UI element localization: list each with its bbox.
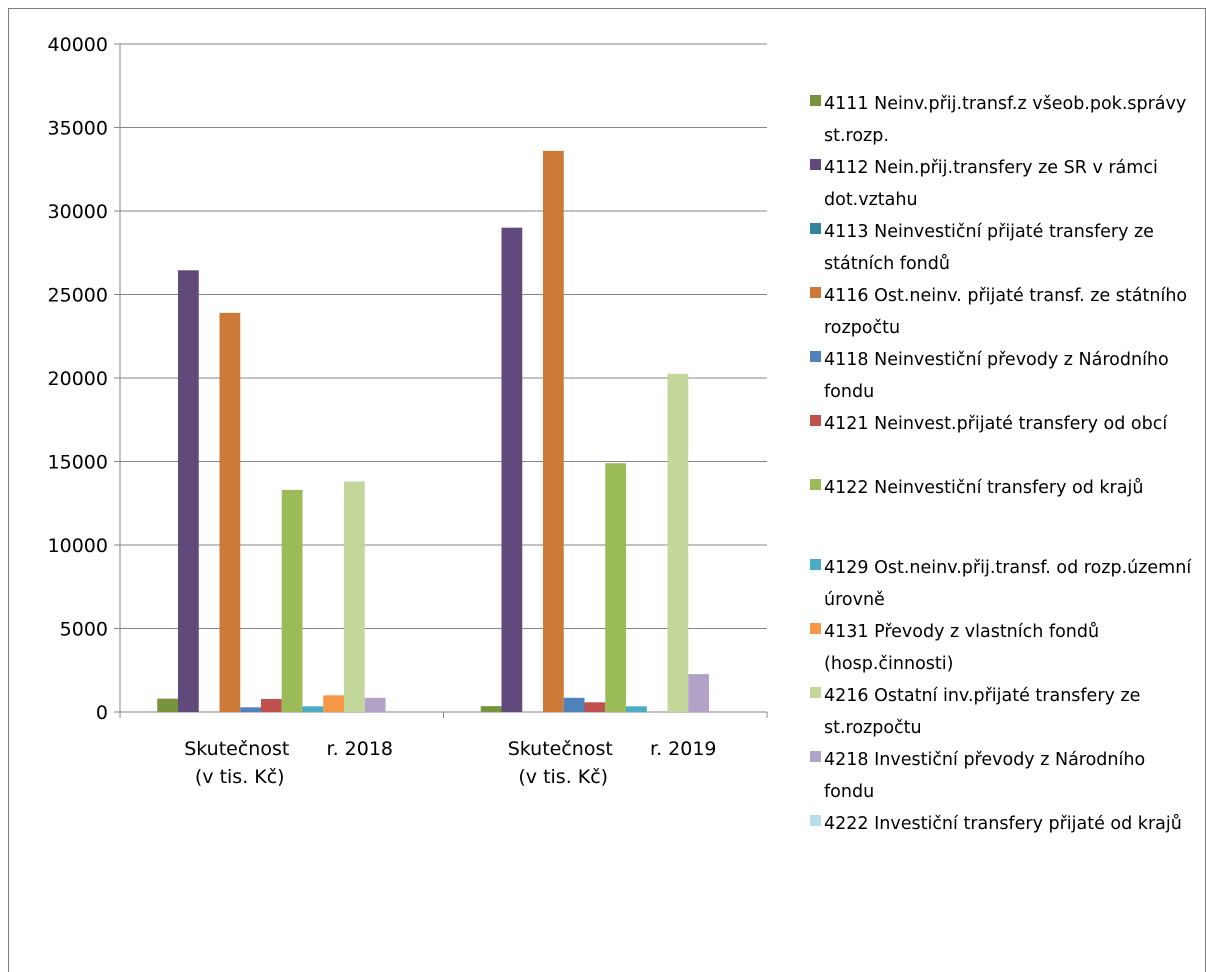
legend-swatch [810, 687, 821, 698]
bar [605, 463, 626, 712]
bar [323, 695, 344, 712]
bar [261, 698, 282, 712]
legend-label: 4218 Investiční převody z Národního fond… [824, 750, 1146, 802]
y-tick-label: 5000 [60, 619, 108, 641]
category-label: r. 2018 [327, 738, 394, 760]
legend-label: 4113 Neinvestiční přijaté transfery ze s… [824, 222, 1154, 274]
legend-label: 4112 Nein.přij.transfery ze SR v rámci d… [824, 158, 1158, 210]
y-tick-label: 25000 [48, 285, 108, 307]
legend-label: 4129 Ost.neinv.přij.transf. od rozp.územ… [824, 558, 1192, 610]
bar [364, 697, 386, 712]
category-label: r. 2019 [650, 738, 717, 760]
bar [667, 373, 689, 712]
bar [480, 706, 502, 712]
y-tick-label: 15000 [48, 452, 108, 474]
bar [584, 702, 606, 712]
bar-chart: 0 5000 10000 15000 20000 25000 30000 35000 40000… [48, 34, 768, 788]
bar [344, 481, 365, 712]
legend-label: 4131 Převody z vlastních fondů (hosp.čin… [824, 622, 1100, 674]
legend-swatch [810, 95, 821, 106]
legend-swatch [810, 623, 821, 634]
legend-swatch [810, 751, 821, 762]
category-label: (v tis. Kč) [195, 766, 285, 788]
bar [688, 674, 709, 712]
y-tick-label: 30000 [48, 201, 108, 223]
category-label: (v tis. Kč) [518, 766, 608, 788]
legend-swatch [810, 815, 821, 826]
bar [240, 707, 261, 712]
y-tick-label: 35000 [48, 118, 108, 140]
bar [178, 270, 199, 712]
legend-label: 4118 Neinvestiční převody z Národního fo… [824, 350, 1169, 402]
category-label: Skutečnost [184, 738, 289, 760]
bar [501, 227, 523, 712]
legend-label: 4111 Neinv.přij.transf.z všeob.pok.správ… [824, 94, 1187, 146]
bar [157, 698, 178, 712]
legend-label: 4222 Investiční transfery přijaté od kra… [824, 814, 1182, 834]
legend-label: 4216 Ostatní inv.přijaté transfery ze st… [824, 686, 1141, 738]
y-tick-label: 20000 [48, 368, 108, 390]
legend-label: 4122 Neinvestiční transfery od krajů [824, 478, 1144, 498]
legend-swatch [810, 351, 821, 362]
legend-swatch [810, 559, 821, 570]
category-label: Skutečnost [508, 738, 613, 760]
legend-swatch [810, 415, 821, 426]
bar [219, 312, 241, 712]
y-tick-label: 0 [96, 702, 108, 724]
bar [281, 489, 303, 712]
bar [563, 697, 585, 712]
bar [302, 706, 324, 712]
bar [626, 706, 647, 712]
legend-swatch [810, 159, 821, 170]
bar [543, 150, 564, 712]
legend-label: 4121 Neinvest.přijaté transfery od obcí [824, 414, 1168, 434]
y-tick-label: 40000 [48, 34, 108, 56]
legend-swatch [810, 287, 821, 298]
y-tick-label: 10000 [48, 535, 108, 557]
legend-swatch [810, 479, 821, 490]
legend-swatch [810, 223, 821, 234]
legend-label: 4116 Ost.neinv. přijaté transf. ze státn… [824, 286, 1188, 338]
